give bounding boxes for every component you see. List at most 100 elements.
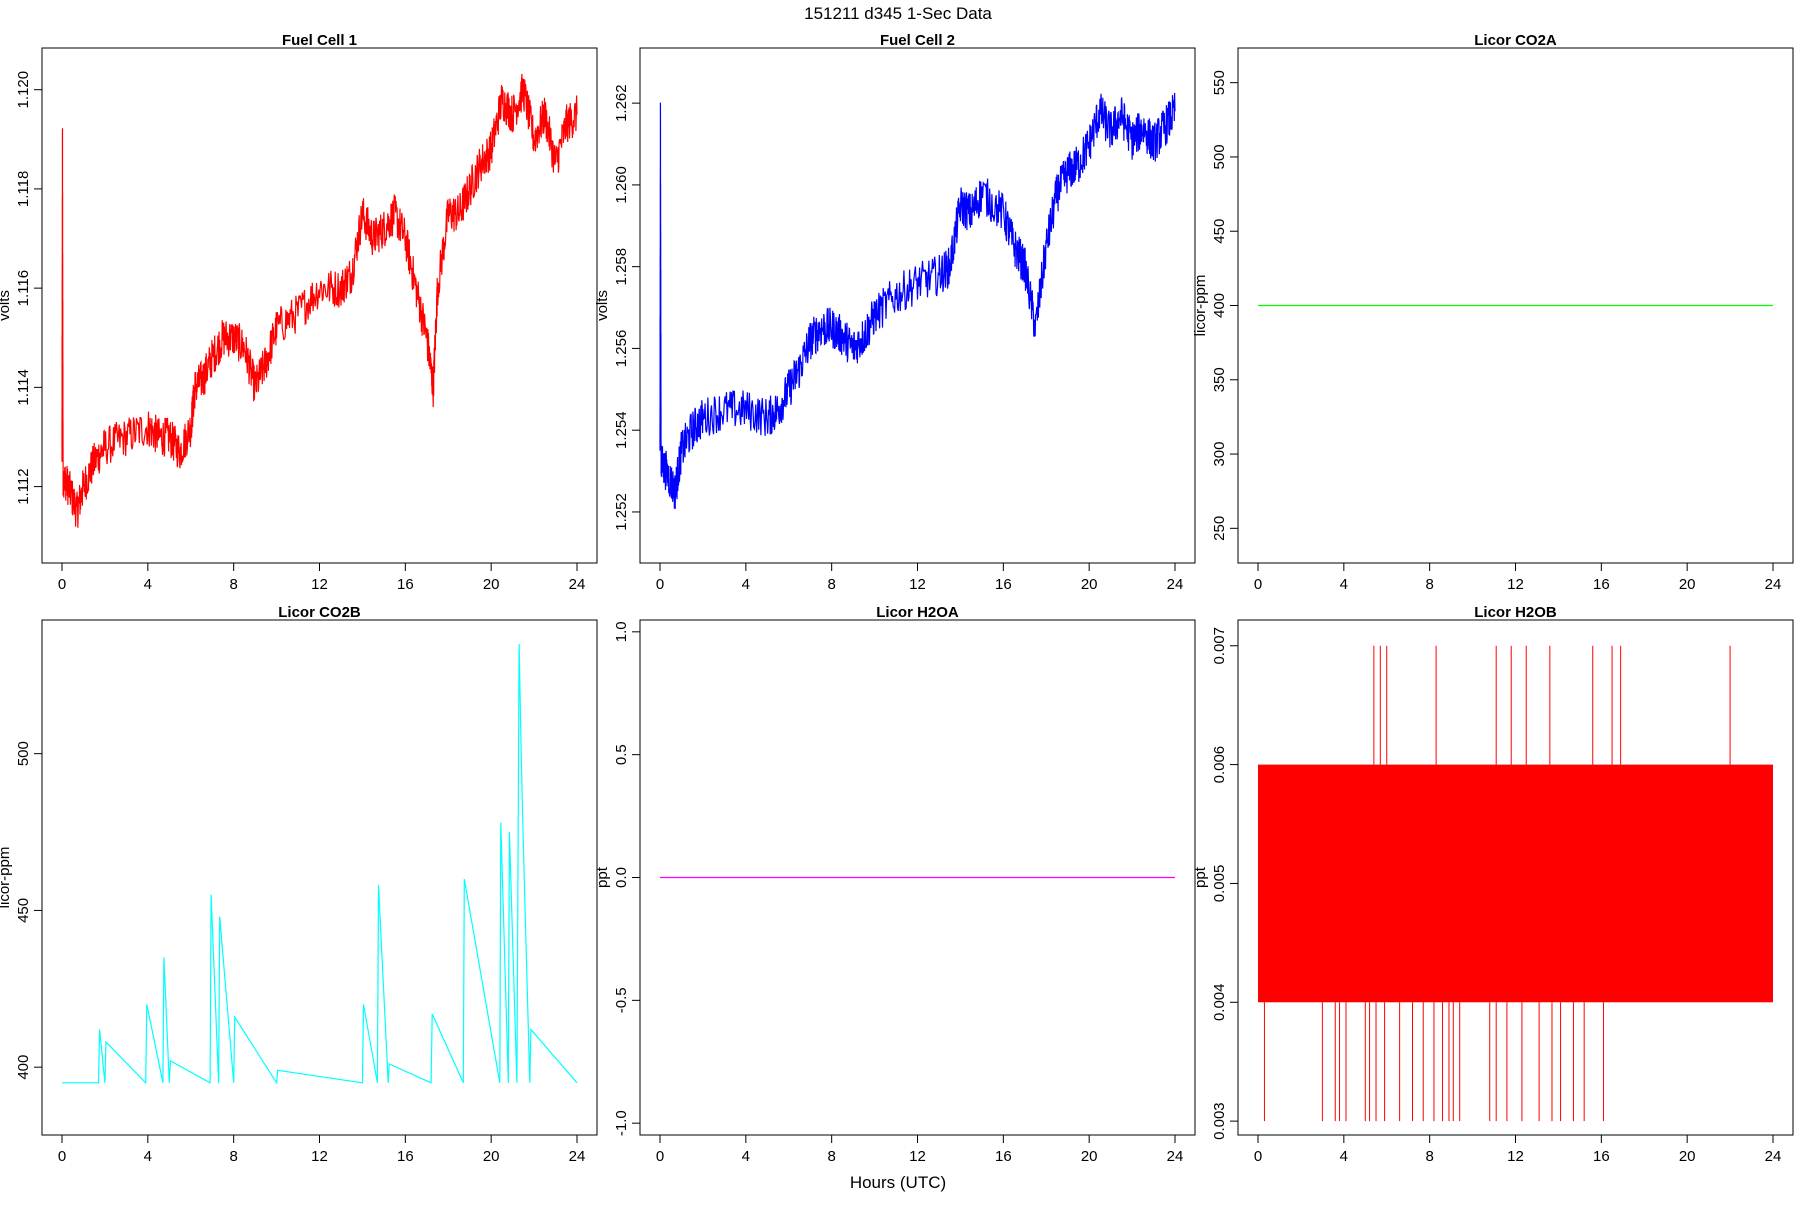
chart-title: Licor CO2B [278,604,361,621]
chart-panel-6: Licor H2OB 0 4 8 12 16 20 24 0.003 0.004 0.005 0.00… [1192,604,1794,1165]
y-tick-label: 1.120 [15,71,32,109]
x-tick-label: 12 [909,1148,926,1165]
panels: Fuel Cell 1 0 4 8 12 16 20 24 1.112 1.114 1.116 1.1… [0,32,1794,1165]
x-tick-label: 20 [1679,576,1696,593]
chart-title: Licor CO2A [1474,32,1557,49]
x-tick-label: 4 [1340,576,1348,593]
y-tick-label: 250 [1211,516,1228,541]
x-tick-label: 8 [827,576,835,593]
x-tick-label: 24 [1167,576,1184,593]
y-tick-label: 0.003 [1211,1102,1228,1140]
y-tick-label: -0.5 [613,987,630,1013]
y-axis-label: licor-ppm [1192,275,1209,337]
chart-title: Fuel Cell 1 [282,32,357,49]
y-tick-label: 1.252 [613,493,630,531]
y-tick-label: 0.0 [613,867,630,888]
x-tick-label: 8 [1425,1148,1433,1165]
x-tick-label: 12 [311,576,328,593]
chart-panel-4: Licor CO2B 0 4 8 12 16 20 24 400 450 500 licor-ppm [0,604,598,1165]
y-tick-label: 0.006 [1211,746,1228,784]
x-tick-label: 12 [909,576,926,593]
y-tick-label: 400 [15,1055,32,1080]
y-tick-label: -1.0 [613,1110,630,1136]
x-tick-label: 0 [1254,1148,1262,1165]
y-tick-label: 0.007 [1211,627,1228,665]
y-tick-label: 0.005 [1211,865,1228,903]
y-tick-label: 1.112 [15,468,32,504]
figure-title: 151211 d345 1-Sec Data [804,4,992,23]
x-tick-label: 4 [742,576,750,593]
x-tick-label: 24 [569,576,586,593]
x-tick-label: 8 [1425,576,1433,593]
y-tick-label: 1.114 [15,369,32,405]
chart-panel-1: Fuel Cell 1 0 4 8 12 16 20 24 1.112 1.114 1.116 1.1… [0,32,598,593]
y-tick-label: 450 [15,898,32,923]
x-tick-label: 16 [1593,1148,1610,1165]
y-tick-label: 550 [1211,70,1228,95]
x-tick-label: 0 [58,576,66,593]
x-tick-label: 4 [144,576,152,593]
x-tick-label: 4 [144,1148,152,1165]
y-tick-label: 1.258 [613,248,630,286]
x-tick-label: 24 [1167,1148,1184,1165]
y-axis-label: licor-ppm [0,847,13,909]
series-line [61,73,578,528]
x-tick-label: 16 [397,1148,414,1165]
series-line [659,92,1176,509]
x-tick-label: 0 [58,1148,66,1165]
x-tick-label: 20 [483,576,500,593]
y-tick-label: 400 [1211,293,1228,318]
y-tick-label: 1.256 [613,330,630,368]
x-tick-label: 24 [1765,576,1782,593]
y-tick-label: 500 [1211,144,1228,169]
y-tick-label: 1.262 [613,84,630,122]
x-tick-label: 4 [742,1148,750,1165]
x-tick-label: 16 [1593,576,1610,593]
x-tick-label: 12 [311,1148,328,1165]
x-tick-label: 0 [656,576,664,593]
x-tick-label: 16 [397,576,414,593]
x-tick-label: 16 [995,1148,1012,1165]
chart-title: Licor H2OA [876,604,959,621]
y-tick-label: 1.116 [15,270,32,306]
y-tick-label: 0.5 [613,744,630,765]
y-axis-label: ppt [1192,866,1209,888]
figure-xlabel: Hours (UTC) [850,1173,946,1192]
x-tick-label: 8 [827,1148,835,1165]
x-tick-label: 0 [656,1148,664,1165]
series-line [62,643,578,1085]
x-tick-label: 8 [229,576,237,593]
y-tick-label: 500 [15,741,32,766]
y-tick-label: 1.254 [613,411,630,449]
x-tick-label: 20 [1081,576,1098,593]
y-tick-label: 1.118 [15,171,32,207]
x-tick-label: 12 [1507,576,1524,593]
x-tick-label: 20 [1081,1148,1098,1165]
x-tick-label: 24 [569,1148,586,1165]
chart-panel-5: Licor H2OA 0 4 8 12 16 20 24 -1.0 -0.5 0.0 0.5 1.0 pp… [594,604,1196,1165]
chart-panel-3: Licor CO2A 0 4 8 12 16 20 24 250 300 350 400 450 500 5… [1192,32,1794,593]
y-tick-label: 450 [1211,219,1228,244]
x-tick-label: 12 [1507,1148,1524,1165]
x-tick-label: 4 [1340,1148,1348,1165]
y-tick-label: 0.004 [1211,984,1228,1022]
x-tick-label: 0 [1254,576,1262,593]
y-axis-label: ppt [594,866,611,888]
x-tick-label: 16 [995,576,1012,593]
series-band [1258,764,1773,1003]
y-tick-label: 300 [1211,442,1228,467]
chart-title: Licor H2OB [1474,604,1557,621]
x-tick-label: 20 [1679,1148,1696,1165]
x-tick-label: 24 [1765,1148,1782,1165]
plot-frame [41,619,598,1136]
x-tick-label: 20 [483,1148,500,1165]
y-tick-label: 1.260 [613,166,630,204]
chart-panel-2: Fuel Cell 2 0 4 8 12 16 20 24 1.252 1.254 1.256 1.2… [594,32,1196,593]
chart-title: Fuel Cell 2 [880,32,955,49]
y-tick-label: 1.0 [613,621,630,642]
x-tick-label: 8 [229,1148,237,1165]
y-axis-label: volts [0,290,13,321]
y-tick-label: 350 [1211,367,1228,392]
y-axis-label: volts [594,290,611,321]
